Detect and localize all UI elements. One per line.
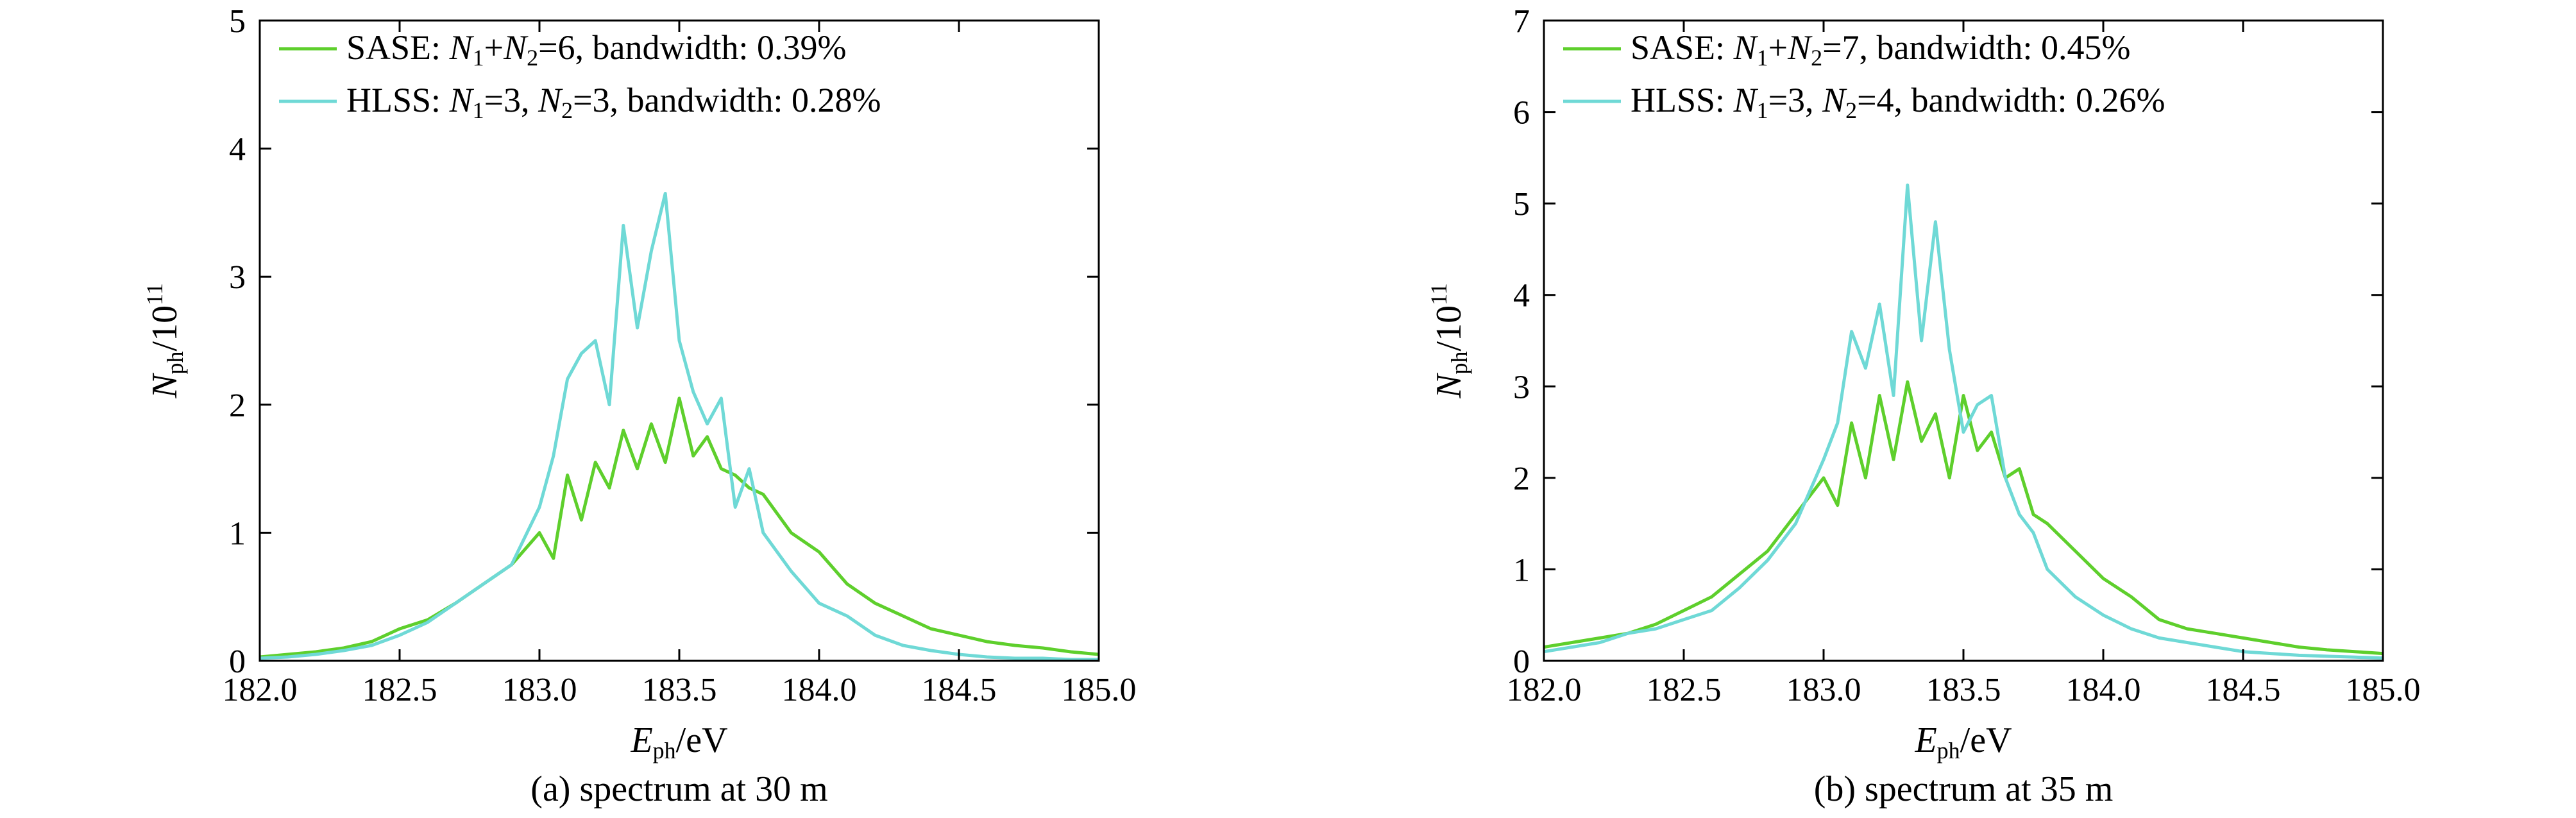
y-tick-label: 4 <box>1513 278 1530 314</box>
x-tick-label: 183.5 <box>642 672 717 708</box>
y-tick-label: 0 <box>229 643 246 680</box>
x-tick-label: 184.0 <box>782 672 857 708</box>
y-tick-label: 7 <box>1513 3 1530 40</box>
x-axis-label: Eph/eV <box>1914 720 2012 763</box>
y-tick-label: 1 <box>1513 552 1530 588</box>
y-tick-label: 5 <box>1513 186 1530 223</box>
x-tick-label: 185.0 <box>1062 672 1137 708</box>
y-axis-label: Nph/1011 <box>142 283 188 399</box>
y-tick-label: 3 <box>1513 369 1530 405</box>
y-tick-label: 1 <box>229 515 246 552</box>
x-tick-label: 185.0 <box>2346 672 2421 708</box>
x-tick-label: 183.5 <box>1926 672 2001 708</box>
x-tick-label: 182.5 <box>1647 672 1722 708</box>
y-axis-label: Nph/1011 <box>1426 283 1472 399</box>
panel-a: 182.0 182.5 183.0 183.5 184.0 184.5 185.0 0 1 2 3 4… <box>142 3 1137 809</box>
legend-entry-sase: SASE: N1+N2=7, bandwidth: 0.45% <box>1631 28 2131 71</box>
x-tick-label: 183.0 <box>1786 672 1861 708</box>
legend-entry-hlss: HLSS: N1=3, N2=4, bandwidth: 0.26% <box>1631 81 2165 123</box>
panel-b: 182.0 182.5 183.0 183.5 184.0 184.5 185.0 0 1 2 3 4… <box>1426 3 2421 809</box>
x-tick-label: 183.0 <box>502 672 577 708</box>
x-axis-label: Eph/eV <box>630 720 727 763</box>
series-line-hlss <box>260 192 1099 661</box>
y-tick-label: 2 <box>229 388 246 424</box>
legend-entry-sase: SASE: N1+N2=6, bandwidth: 0.39% <box>346 28 847 71</box>
y-tick-label: 4 <box>229 132 246 168</box>
panel-caption: (a) spectrum at 30 m <box>530 769 827 809</box>
y-tick-label: 2 <box>1513 461 1530 497</box>
x-tick-label: 182.0 <box>223 672 298 708</box>
x-tick-label: 182.5 <box>362 672 437 708</box>
y-tick-label: 3 <box>229 259 246 296</box>
panel-caption: (b) spectrum at 35 m <box>1814 769 2114 809</box>
x-tick-label: 184.5 <box>2206 672 2281 708</box>
x-tick-label: 184.0 <box>2066 672 2141 708</box>
series-line-sase <box>1544 380 2383 656</box>
x-tick-label: 182.0 <box>1507 672 1582 708</box>
series-line-hlss <box>1544 183 2383 660</box>
y-tick-label: 6 <box>1513 95 1530 132</box>
x-tick-label: 184.5 <box>922 672 997 708</box>
legend-entry-hlss: HLSS: N1=3, N2=3, bandwidth: 0.28% <box>346 81 881 123</box>
y-tick-label: 0 <box>1513 643 1530 680</box>
y-tick-label: 5 <box>229 3 246 40</box>
